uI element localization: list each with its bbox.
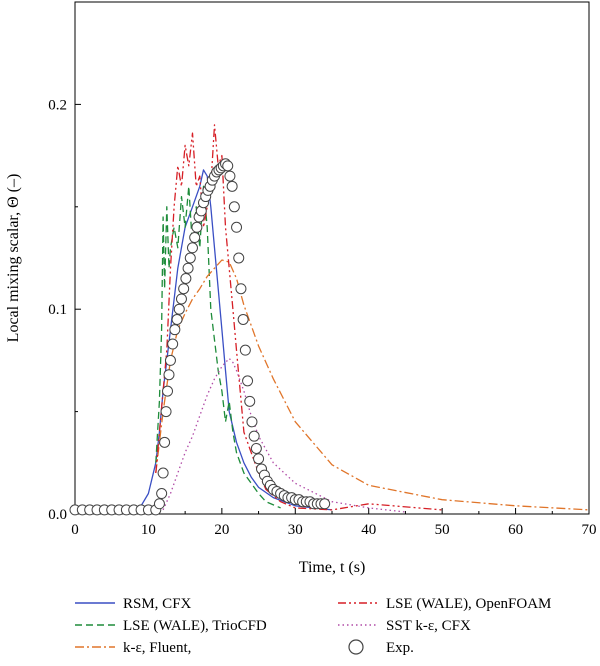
x-tick-label: 30 — [288, 522, 303, 538]
x-tick-label: 50 — [435, 522, 450, 538]
plot-frame — [74, 1, 590, 515]
series-line-lse-wale-triocfd — [155, 185, 281, 509]
exp-data-point — [228, 201, 240, 213]
y-axis-label: Local mixing scalar, Θ (–) — [5, 174, 22, 343]
exp-data-point — [160, 406, 172, 418]
exp-data-point — [186, 242, 198, 254]
legend-label: Exp. — [386, 640, 414, 656]
exp-data-point — [253, 453, 265, 465]
y-tick-label: 0.1 — [48, 302, 67, 318]
legend-label: k-ε, Fluent, — [123, 640, 191, 656]
exp-data-point — [156, 488, 168, 500]
series-line-lse-wale-openfoam — [155, 124, 443, 511]
legend-label: LSE (WALE), TrioCFD — [123, 618, 267, 634]
legend-label: RSM, CFX — [123, 596, 192, 612]
exp-data-point — [162, 385, 174, 397]
exp-data-point — [175, 293, 187, 305]
x-tick-label: 60 — [508, 522, 523, 538]
series-layer — [75, 124, 590, 513]
x-axis-ticks: 0 10 20 30 40 50 60 70 — [71, 508, 597, 538]
exp-data-point — [171, 313, 183, 325]
x-tick-label: 40 — [361, 522, 376, 538]
exp-data-point — [153, 498, 165, 510]
exp-data-point — [224, 170, 236, 182]
exp-data-point — [237, 313, 249, 325]
y-tick-label: 0.2 — [48, 97, 67, 113]
series-line-k-fluent — [155, 259, 590, 511]
exp-data-point — [246, 416, 258, 428]
x-tick-label: 10 — [141, 522, 156, 538]
exp-data-point — [239, 344, 251, 356]
exp-data-point — [159, 436, 171, 448]
exp-data-point — [178, 283, 190, 295]
x-tick-label: 0 — [71, 522, 79, 538]
x-tick-label: 20 — [214, 522, 229, 538]
exp-markers — [69, 158, 331, 516]
series-line-sst-k-cfx — [162, 357, 406, 513]
exp-data-point — [173, 303, 185, 315]
y-axis-ticks: 0.0 0.1 0.2 — [48, 1, 81, 523]
exp-data-point — [180, 272, 192, 284]
exp-data-point — [169, 324, 181, 336]
exp-data-point — [231, 221, 243, 233]
y-tick-label: 0.0 — [48, 507, 67, 523]
exp-data-point — [167, 338, 179, 350]
exp-data-point — [184, 252, 196, 264]
exp-data-point — [222, 160, 234, 172]
exp-data-point — [250, 442, 262, 454]
legend: RSM, CFX LSE (WALE), TrioCFD k-ε, Fluent, L… — [75, 596, 551, 656]
exp-data-point — [191, 221, 203, 233]
legend-swatch — [348, 639, 364, 655]
exp-data-point — [244, 395, 256, 407]
exp-data-point — [182, 262, 194, 274]
exp-data-point — [248, 430, 260, 442]
exp-data-point — [164, 354, 176, 366]
exp-data-point — [319, 498, 331, 510]
exp-data-point — [226, 180, 238, 192]
exp-data-point — [189, 232, 201, 244]
exp-data-point — [163, 369, 175, 381]
x-tick-label: 70 — [582, 522, 597, 538]
exp-data-point — [157, 467, 169, 479]
exp-data-point — [235, 283, 247, 295]
legend-label: LSE (WALE), OpenFOAM — [386, 596, 551, 612]
x-axis-label: Time, t (s) — [299, 559, 366, 576]
legend-label: SST k-ε, CFX — [386, 618, 471, 634]
exp-data-point — [242, 375, 254, 387]
exp-data-point — [233, 252, 245, 264]
